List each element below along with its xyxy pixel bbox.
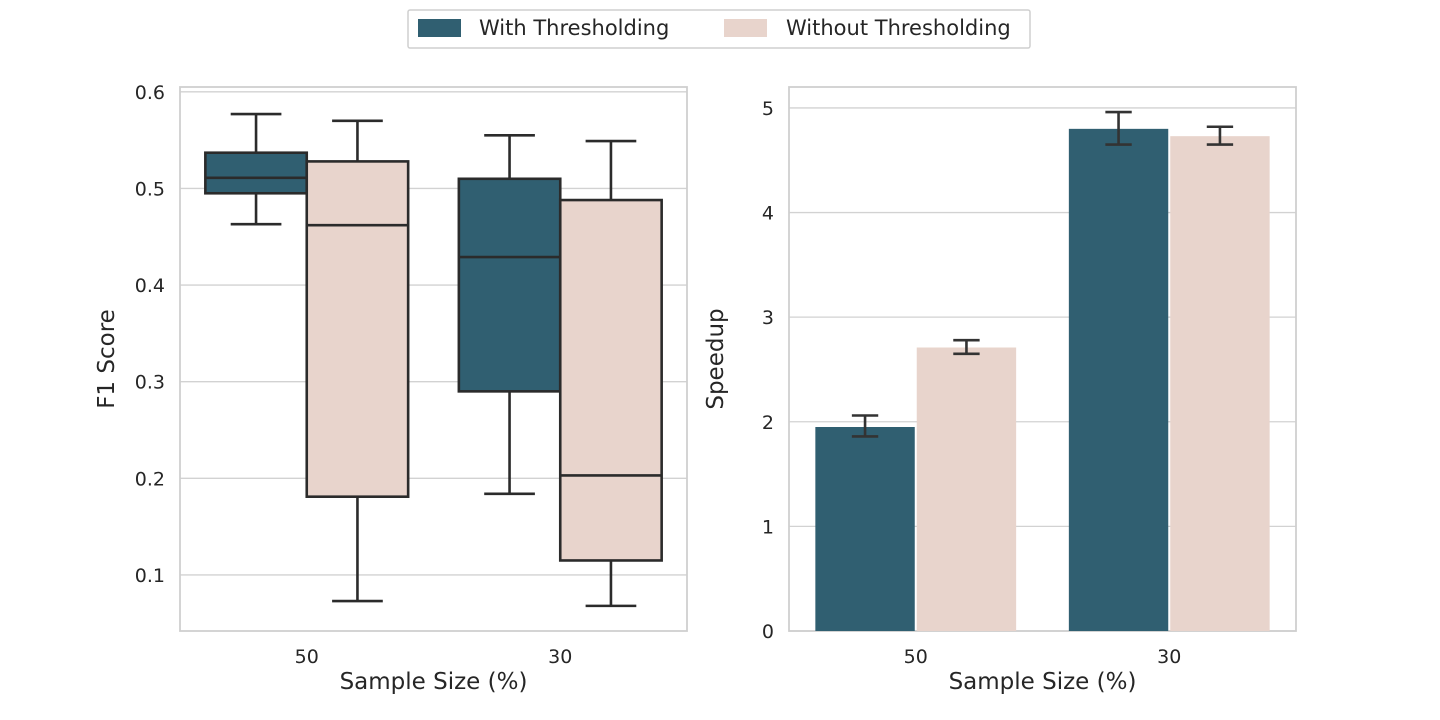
y-tick-label: 0.4 xyxy=(135,275,165,297)
legend: With Thresholding Without Thresholding xyxy=(407,9,1031,49)
plot-frame xyxy=(788,86,1297,632)
plot-frame xyxy=(179,86,688,632)
bar xyxy=(916,347,1017,631)
y-tick-label: 2 xyxy=(762,412,774,434)
y-tick-label: 0.5 xyxy=(135,178,165,200)
bar xyxy=(1170,136,1270,631)
bar xyxy=(815,427,915,631)
legend-swatch-with-thresholding xyxy=(418,19,461,37)
y-axis-title: Speedup xyxy=(703,308,729,409)
x-tick-label: 30 xyxy=(548,646,572,668)
y-tick-label: 0 xyxy=(762,621,774,643)
y-tick-label: 5 xyxy=(762,98,774,120)
box-iqr xyxy=(305,160,410,498)
x-tick-label: 50 xyxy=(904,646,928,668)
y-axis-title: F1 Score xyxy=(94,309,120,409)
y-tick-label: 0.2 xyxy=(135,468,165,490)
x-axis-title: Sample Size (%) xyxy=(340,669,528,695)
box-iqr xyxy=(558,198,663,562)
legend-swatch-without-thresholding xyxy=(724,19,767,37)
x-tick-label: 50 xyxy=(295,646,319,668)
y-tick-label: 0.3 xyxy=(135,372,165,394)
box-iqr xyxy=(457,177,562,393)
bar xyxy=(1068,128,1169,631)
f1-score-boxplot-panel: 0.1 0.2 0.3 0.4 0.5 0.6 50 30 Sample Size (%) F1 … xyxy=(94,82,688,695)
legend-label-without-thresholding: Without Thresholding xyxy=(786,16,1011,40)
speedup-barplot-panel: 0 1 2 3 4 5 50 30 Sample Size (%) Speedup xyxy=(703,86,1297,695)
legend-label-with-thresholding: With Thresholding xyxy=(479,16,669,40)
x-tick-label: 30 xyxy=(1157,646,1181,668)
y-tick-label: 4 xyxy=(762,203,774,225)
y-tick-label: 3 xyxy=(762,307,774,329)
y-tick-label: 1 xyxy=(762,516,774,538)
y-tick-label: 0.1 xyxy=(135,565,165,587)
legend-frame xyxy=(407,9,1031,49)
box-iqr xyxy=(204,151,309,195)
x-axis-title: Sample Size (%) xyxy=(949,669,1137,695)
y-tick-label: 0.6 xyxy=(135,82,165,104)
